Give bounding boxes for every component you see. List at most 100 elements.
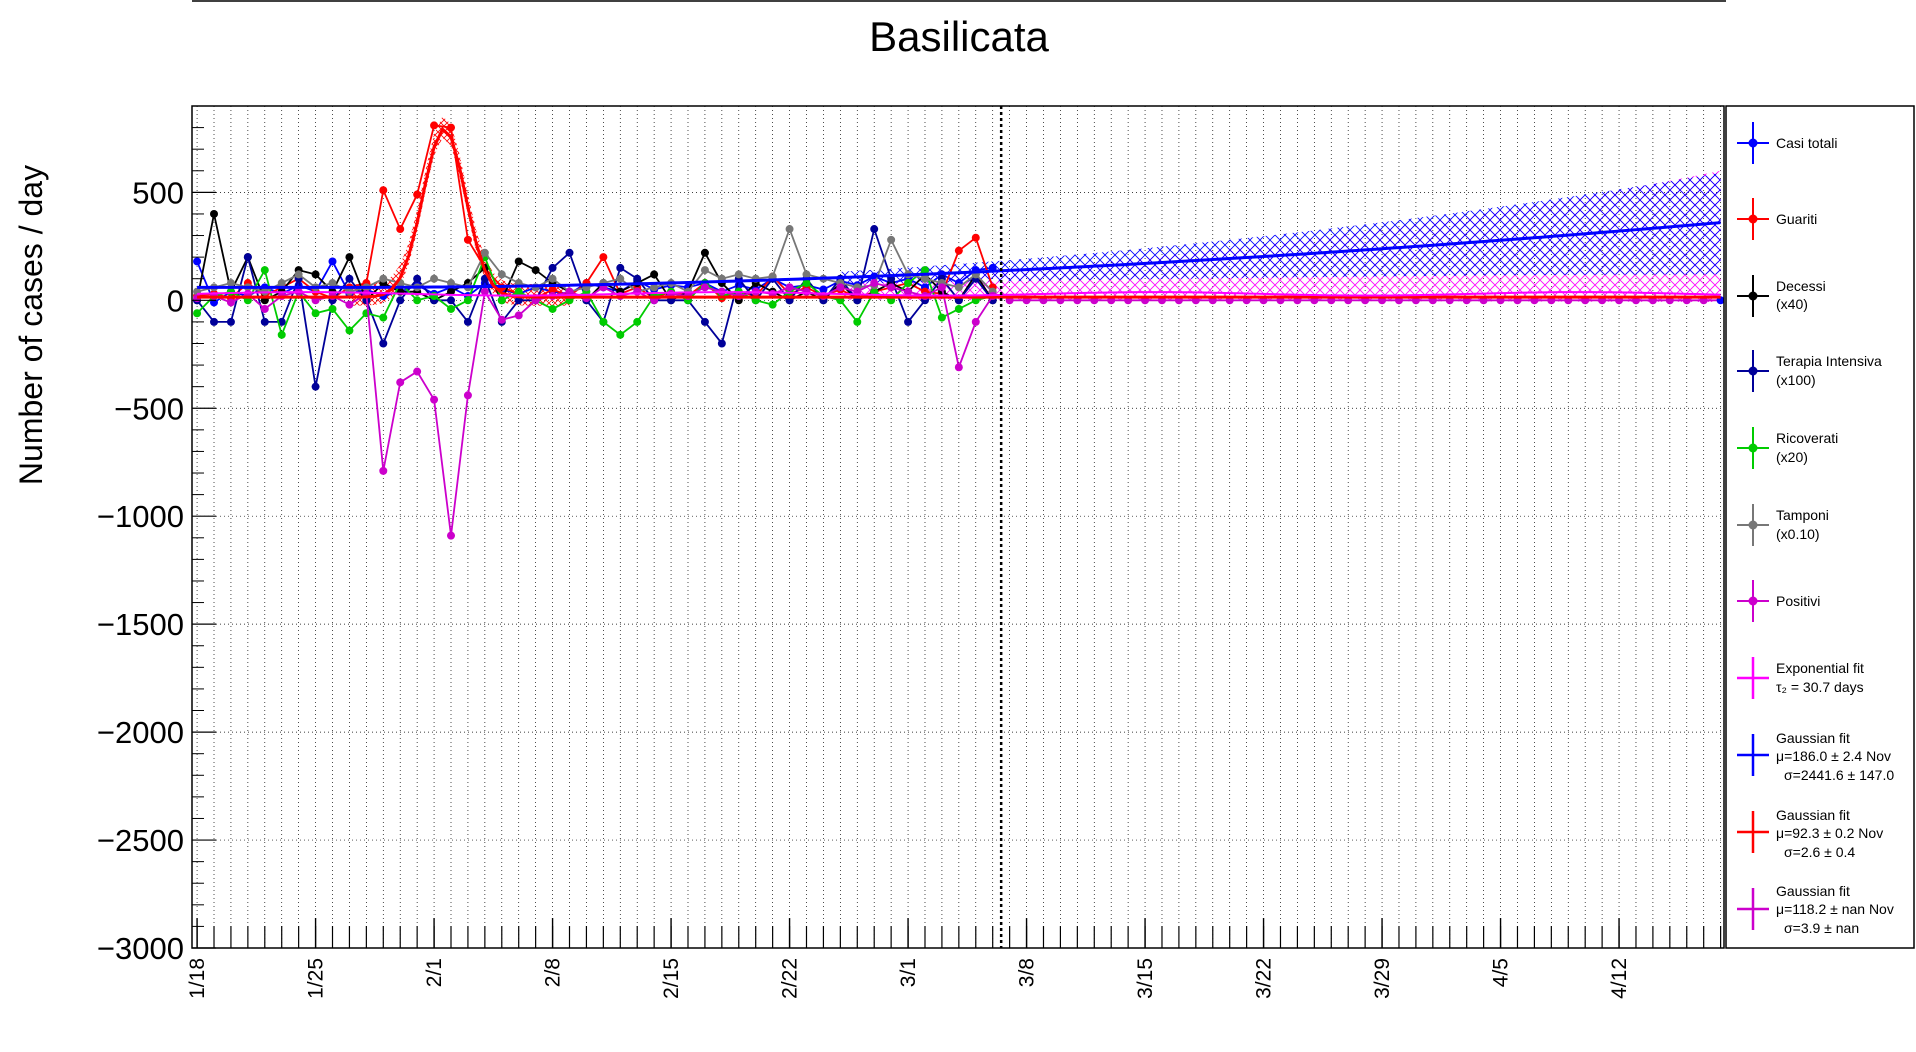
data-point-ricoverati <box>548 304 557 313</box>
data-point-ricoverati <box>345 326 354 335</box>
data-point-guariti <box>447 123 456 132</box>
data-point-decessi <box>650 270 659 279</box>
data-point-guariti <box>396 225 405 234</box>
data-point-positivi <box>785 283 794 292</box>
data-point-terapia-intensiva <box>345 274 354 283</box>
data-point-tamponi <box>920 274 929 283</box>
legend-entry-ricoverati: Ricoverati (x20) <box>1737 427 1838 469</box>
x-tick-label: 4/5 <box>1490 958 1513 987</box>
data-point-terapia-intensiva <box>548 263 557 272</box>
legend-label-ricoverati: Ricoverati <box>1776 430 1838 446</box>
data-point-decessi <box>531 266 540 275</box>
data-point-positivi <box>565 287 574 296</box>
data-point-ricoverati <box>463 296 472 305</box>
data-point-tamponi <box>650 283 659 292</box>
data-point-terapia-intensiva <box>514 296 523 305</box>
legend-entry-exponential-fit: Exponential fit τ₂ = 30.7 days <box>1737 657 1864 699</box>
data-point-terapia-intensiva <box>379 339 388 348</box>
data-point-positivi <box>497 315 506 324</box>
data-point-casi-totali <box>193 257 202 266</box>
legend-entry-casi-totali: Casi totali <box>1737 122 1837 164</box>
data-point-terapia-intensiva <box>210 317 219 326</box>
data-point-ricoverati <box>193 309 202 318</box>
data-point-terapia-intensiva <box>717 339 726 348</box>
data-point-terapia-intensiva <box>413 274 422 283</box>
data-point-tamponi <box>887 235 896 244</box>
gaussian-fit-red-band <box>349 116 570 306</box>
data-point-positivi <box>480 287 489 296</box>
data-point-tamponi <box>328 279 337 288</box>
data-point-terapia-intensiva <box>396 296 405 305</box>
grid <box>192 106 1724 948</box>
data-point-ricoverati <box>768 300 777 309</box>
data-point-guariti <box>548 285 557 294</box>
gaussian-fit-red-curve <box>197 126 1721 299</box>
y-tick-label: −1500 <box>97 607 184 642</box>
x-tick-label: 2/22 <box>779 958 802 999</box>
data-point-decessi <box>210 209 219 218</box>
data-point-guariti <box>463 235 472 244</box>
data-point-terapia-intensiva <box>870 225 879 234</box>
legend-label-positivi: Positivi <box>1776 593 1820 609</box>
y-tick-label: −2000 <box>97 715 184 750</box>
data-point-tamponi <box>785 225 794 234</box>
data-point-tamponi <box>734 270 743 279</box>
legend-label-gaussian-fit-blue: Gaussian fit <box>1776 730 1850 746</box>
y-tick-label: 0 <box>167 283 184 318</box>
legend-label-tamponi: Tamponi <box>1776 507 1829 523</box>
data-point-guariti <box>430 121 439 130</box>
legend-note-decessi: (x40) <box>1776 296 1808 312</box>
data-point-positivi <box>345 300 354 309</box>
data-point-terapia-intensiva <box>243 253 252 262</box>
legend-label-exponential-fit: Exponential fit <box>1776 660 1864 676</box>
x-tick-label: 2/15 <box>660 958 683 999</box>
data-point-positivi <box>904 287 913 296</box>
gaussian-fit-blue-curve <box>197 221 1721 289</box>
legend-entry-positivi: Positivi <box>1737 580 1820 622</box>
legend-note-terapia-intensiva: (x100) <box>1776 372 1816 388</box>
data-point-tamponi <box>447 279 456 288</box>
data-point-terapia-intensiva <box>311 382 320 391</box>
data-point-decessi <box>345 253 354 262</box>
data-point-terapia-intensiva <box>904 317 913 326</box>
data-point-positivi <box>514 311 523 320</box>
x-tick-label: 3/29 <box>1371 958 1394 999</box>
data-point-ricoverati <box>277 330 286 339</box>
data-point-casi-totali <box>328 257 337 266</box>
legend-entry-decessi: Decessi (x40) <box>1737 275 1826 317</box>
series-positivi <box>193 279 997 540</box>
data-point-guariti <box>954 246 963 255</box>
y-tick-label: −1000 <box>97 499 184 534</box>
data-point-tamponi <box>700 266 709 275</box>
data-point-positivi <box>226 298 235 307</box>
legend-label-decessi: Decessi <box>1776 278 1826 294</box>
gaussian-fit-blue-band <box>840 172 1721 284</box>
data-point-positivi <box>396 378 405 387</box>
x-tick-label: 1/25 <box>305 958 328 999</box>
legend-label-guariti: Guariti <box>1776 211 1817 227</box>
x-tick-label: 2/8 <box>542 958 565 987</box>
data-point-guariti <box>971 233 980 242</box>
data-point-ricoverati <box>413 296 422 305</box>
data-point-positivi <box>971 317 980 326</box>
data-point-ricoverati <box>920 266 929 275</box>
y-tick-label: −2500 <box>97 823 184 858</box>
data-point-tamponi <box>379 274 388 283</box>
data-point-positivi <box>700 283 709 292</box>
data-point-positivi <box>954 363 963 372</box>
data-point-positivi <box>430 395 439 404</box>
legend-entry-tamponi: Tamponi (x0.10) <box>1737 504 1829 546</box>
x-tick-label: 3/8 <box>1016 958 1039 987</box>
data-point-tamponi <box>430 274 439 283</box>
data-point-ricoverati <box>311 309 320 318</box>
legend: Casi totali Guariti Decessi (x40) Terapi… <box>1737 122 1894 936</box>
data-point-positivi <box>379 466 388 475</box>
data-point-ricoverati <box>260 266 269 275</box>
data-point-ricoverati <box>328 304 337 313</box>
legend-note-tamponi: (x0.10) <box>1776 526 1820 542</box>
data-point-tamponi <box>480 248 489 257</box>
data-point-tamponi <box>616 274 625 283</box>
data-point-positivi <box>887 283 896 292</box>
data-point-ricoverati <box>904 279 913 288</box>
